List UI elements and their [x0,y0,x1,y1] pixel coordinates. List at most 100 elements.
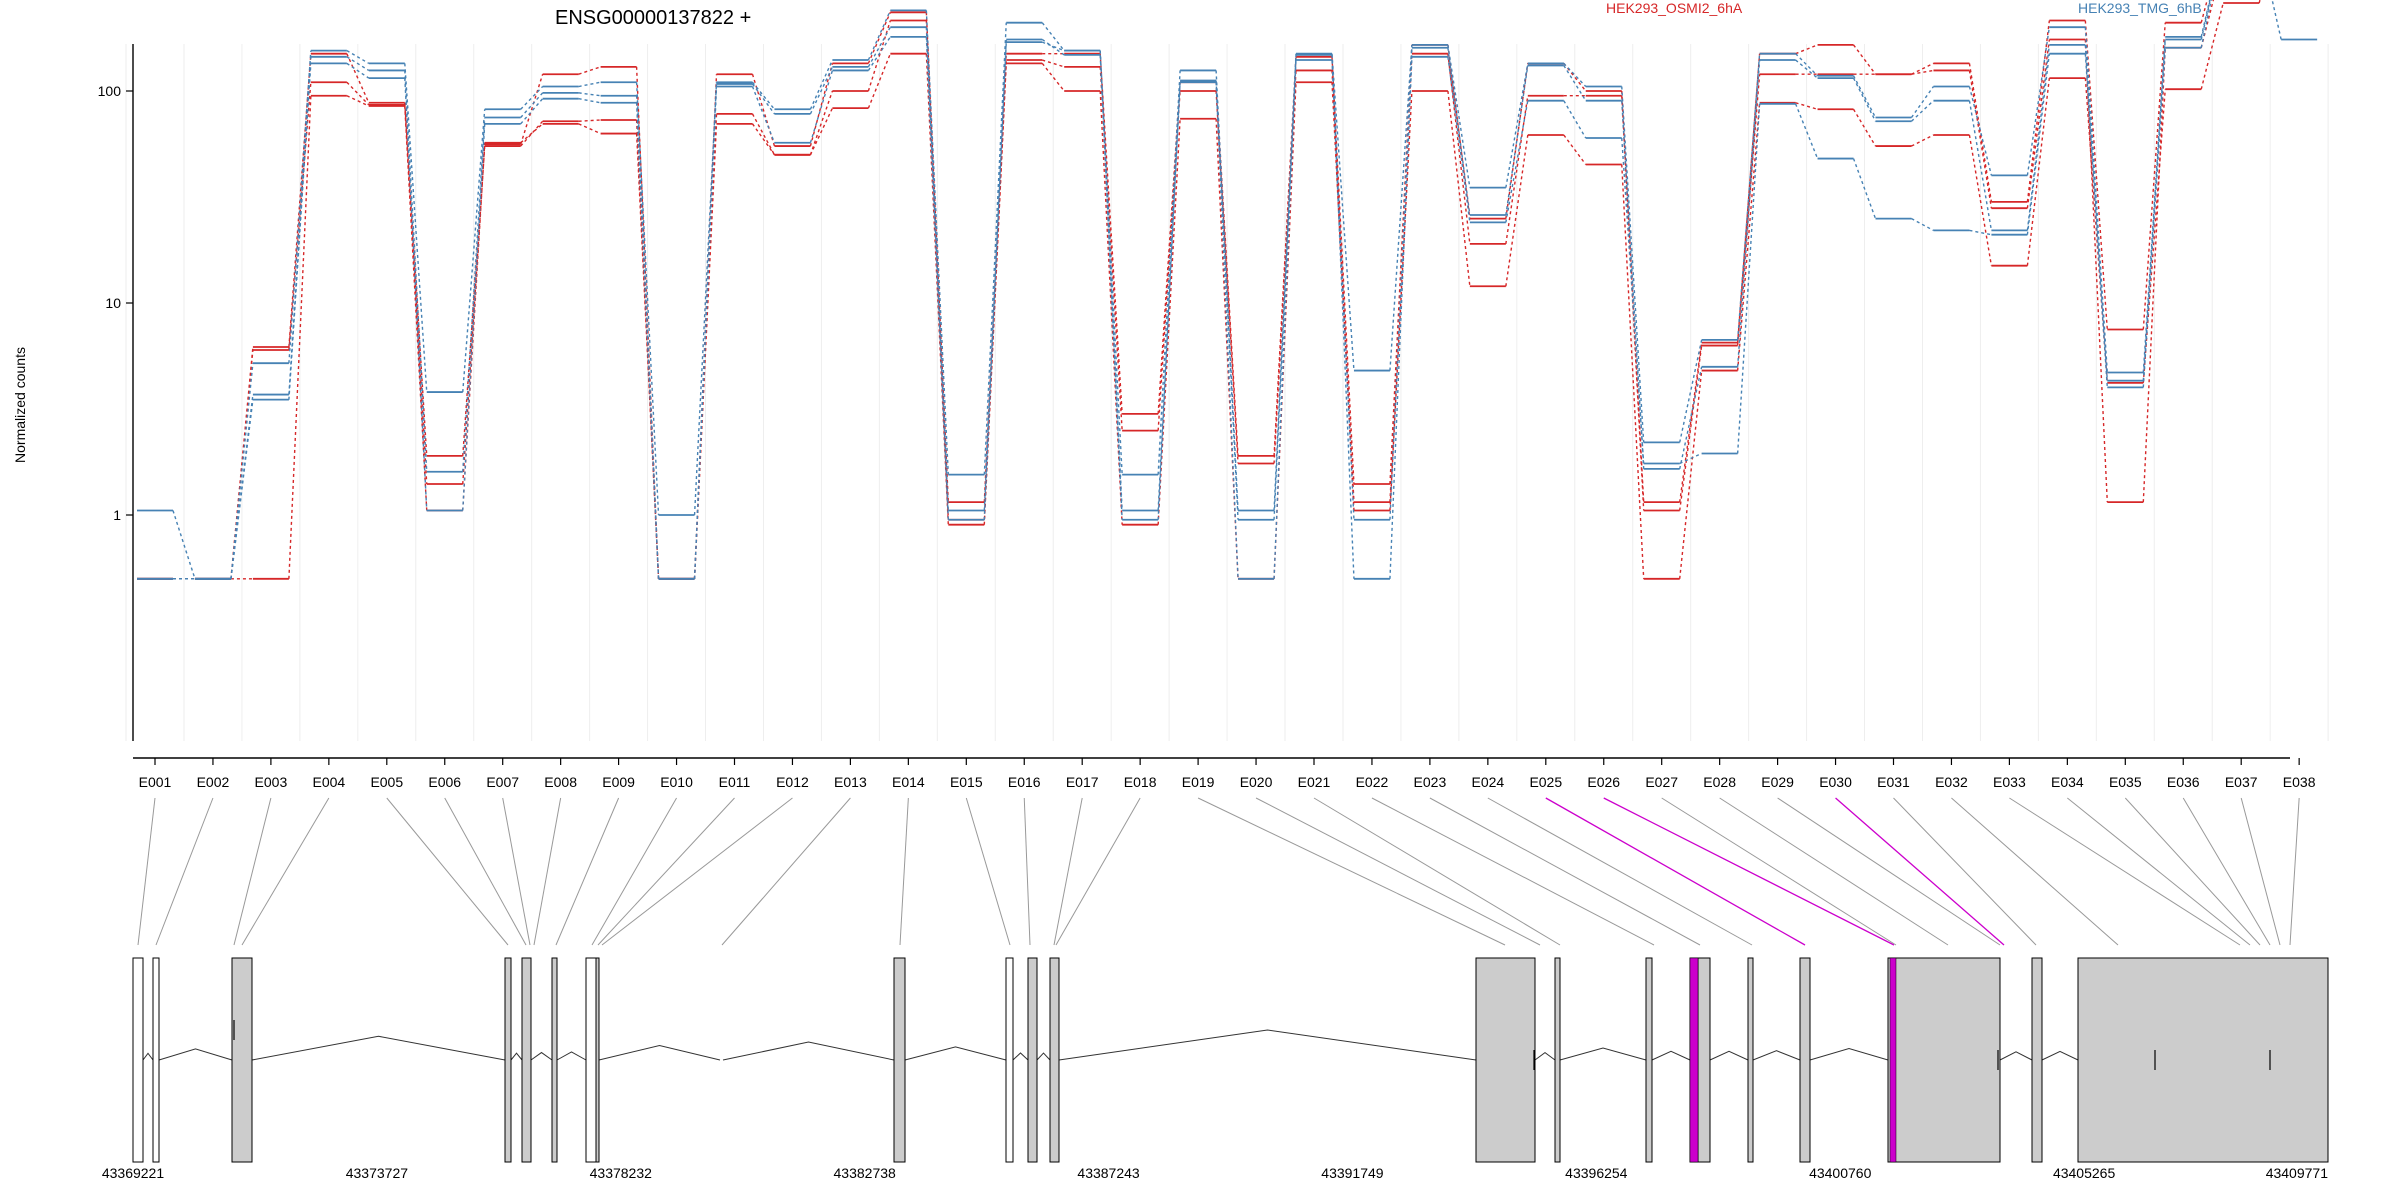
series-connector [1794,103,1819,159]
exon-block [521,957,532,1163]
series-connector [1099,50,1123,520]
series-connector [635,133,660,579]
coordinate-label: 43396254 [1565,1165,1628,1181]
series-connector [1795,59,1818,79]
exon-connector [1023,797,1031,946]
y-axis-label: Normalized counts [12,347,28,463]
series-connector [1911,69,1934,75]
series-connector [1852,44,1877,75]
x-tick-label: E022 [1356,774,1389,790]
intron-line [1809,1048,1889,1061]
series-connector [1911,134,1934,147]
x-tick-label: E027 [1645,774,1678,790]
exon-block [1887,957,2001,1163]
intron-line [530,1051,553,1061]
exon-connector [233,797,272,946]
intron-line [1709,1050,1749,1061]
series [137,0,2211,580]
series-connector [1679,452,1702,465]
coordinate-label: 43405265 [2053,1165,2116,1181]
series-connector [2026,39,2051,209]
coordinate-label: 43387243 [1077,1165,1140,1181]
axes [132,44,2290,759]
series-connector [1505,100,1529,223]
series-connector [1157,82,1181,520]
series-connector [1736,102,1761,371]
series-connector [2084,44,2108,381]
series-connector [751,83,776,115]
coordinate-label: 43369221 [102,1165,165,1181]
x-tick-label: E004 [312,774,345,790]
utr-block [132,957,144,1163]
series-connector [1041,38,1065,56]
series-connector [1679,345,1703,511]
utr-block [152,957,160,1163]
series-connector [1968,70,1993,209]
y-tick-label: 10 [105,295,121,311]
series-connector [1910,86,1935,118]
x-tick-label: E033 [1993,774,2026,790]
series-connector [1447,53,1471,244]
coordinate-label: 43373727 [346,1165,409,1181]
series-connector [2258,0,2261,4]
series-connector [404,78,428,511]
exon-block [551,957,558,1163]
exon-connector [601,797,793,946]
exon-connector [2124,797,2261,946]
x-tick-label: E014 [892,774,925,790]
series-connector [578,119,601,122]
x-tick-label: E011 [719,774,751,790]
x-tick-label: E015 [950,774,983,790]
series-connector [2084,39,2108,503]
x-tick-label: E024 [1471,774,1504,790]
series-connector [1505,65,1529,216]
exon-connector [1951,797,2119,946]
series-connector [1563,100,1587,139]
x-tick-label: E021 [1298,774,1331,790]
exon-connector [1487,797,1753,946]
series-layer [137,0,2318,580]
exon-connector [1545,797,1806,946]
series-connector [1852,108,1877,147]
series-connector [1215,80,1239,520]
series-connector [1968,100,1993,231]
x-gridlines [125,44,2329,741]
series-connector [1215,82,1239,579]
series-connector [1389,90,1413,511]
series-connector [2026,78,2051,266]
coordinate-label: 43391749 [1321,1165,1384,1181]
series-connector [867,53,891,109]
series-connector [346,95,370,107]
series-connector [1968,134,1993,266]
series-connector [2084,20,2108,330]
series-connector [578,123,601,135]
x-tick-label: E038 [2283,774,2316,790]
series-connector [288,53,312,348]
chart-title: ENSG00000137822 + [555,7,751,29]
series-connector [1736,103,1761,454]
exon-connector [721,797,851,946]
series-connector [288,95,312,579]
series-connector [1042,59,1065,68]
coordinate-label: 43382738 [834,1165,897,1181]
series-connector [867,26,891,68]
exon-block [504,957,512,1163]
series-connector [520,123,544,144]
series-connector [404,105,428,511]
exon-connector [1255,797,1541,946]
series-connector [346,62,370,79]
series-connector [288,82,312,351]
series-connector [809,66,834,115]
series-connector [230,399,254,579]
x-tick-label: E008 [544,774,577,790]
x-tick-label: E001 [139,774,172,790]
series-connector [1215,70,1239,511]
highlighted-exon [1889,957,1897,1163]
legend-label-tmg: HEK293_TMG_6hB [2078,0,2202,16]
series-connector [346,81,370,106]
series-connector [1389,47,1413,520]
exon-connector [137,797,156,946]
series-connector [404,102,428,456]
series-connector [635,82,660,516]
series-connector [2084,53,2108,388]
